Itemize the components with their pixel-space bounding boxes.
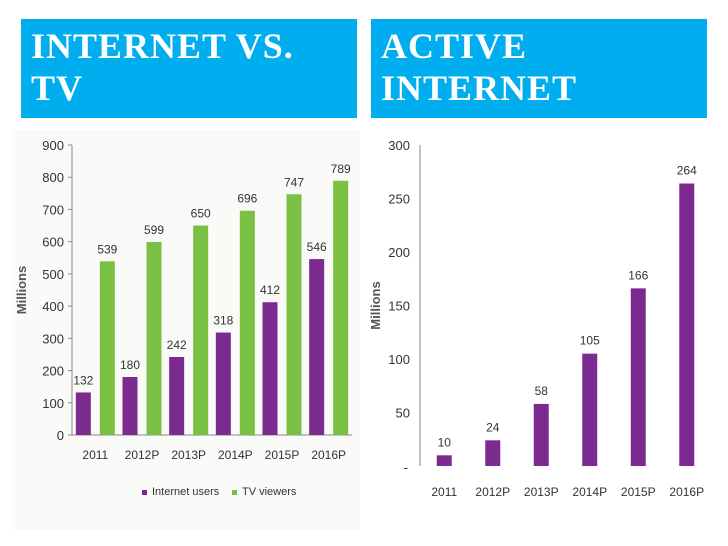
- bar-tv-viewers: [333, 180, 349, 435]
- bar-active-internet: [582, 353, 598, 466]
- bar-active-internet: [436, 455, 452, 466]
- chart-background: [12, 130, 360, 530]
- y-tick-label: 900: [42, 138, 64, 153]
- x-tick-label: 2013P: [524, 485, 559, 499]
- x-tick-label: 2015P: [265, 448, 300, 462]
- x-tick-label: 2015P: [621, 485, 656, 499]
- y-tick-label: 600: [42, 235, 64, 250]
- data-label: 412: [260, 283, 280, 297]
- bar-active-internet: [679, 183, 695, 466]
- x-tick-label: 2014P: [218, 448, 253, 462]
- legend-swatch-tv: [232, 490, 237, 495]
- banner-internet-vs-tv: INTERNET VS. TV: [21, 19, 357, 118]
- chart-active-internet: 50 100 150 200 250 300 - Millions 2011 10 2012P 24 2…: [368, 138, 704, 499]
- data-label: 747: [284, 175, 304, 189]
- y-tick-label: 250: [388, 192, 410, 207]
- bar-tv-viewers: [286, 194, 302, 435]
- y-tick-label: 500: [42, 267, 64, 282]
- banner-active-internet: ACTIVE INTERNET: [371, 19, 707, 118]
- bar-internet-users: [309, 259, 325, 435]
- bar-internet-users: [262, 302, 278, 435]
- legend-label-internet: Internet users: [152, 486, 220, 498]
- y-tick-label: 100: [42, 396, 64, 411]
- y-tick-label: 200: [42, 364, 64, 379]
- bar-internet-users: [75, 392, 91, 435]
- bar-internet-users: [169, 357, 185, 435]
- data-label: 650: [191, 207, 211, 221]
- x-tick-label: 2011: [82, 448, 108, 462]
- legend-label-tv: TV viewers: [242, 486, 297, 498]
- data-label: 599: [144, 223, 164, 237]
- data-label: 546: [307, 240, 327, 254]
- data-label: 132: [73, 373, 93, 387]
- x-tick-label: 2016P: [669, 485, 704, 499]
- y-tick-label: 300: [388, 138, 410, 153]
- bar-internet-users: [122, 377, 138, 435]
- data-label: 180: [120, 358, 140, 372]
- data-label: 10: [438, 435, 452, 449]
- bar-internet-users: [215, 332, 231, 435]
- x-tick-label: 2012P: [125, 448, 160, 462]
- y-tick-label: 50: [396, 406, 410, 421]
- bar-active-internet: [485, 440, 501, 466]
- y-tick-label: 100: [388, 352, 410, 367]
- data-label: 58: [535, 384, 549, 398]
- y-tick-label-bottom: -: [403, 459, 408, 475]
- data-label: 105: [580, 334, 600, 348]
- x-tick-label: 2011: [431, 485, 457, 499]
- bar-tv-viewers: [99, 261, 115, 435]
- y-tick-label: 800: [42, 170, 64, 185]
- bar-active-internet: [533, 403, 549, 466]
- data-label: 789: [331, 162, 351, 176]
- y-axis-label: Millions: [368, 281, 383, 329]
- data-label: 539: [97, 242, 117, 256]
- bar-tv-viewers: [146, 241, 162, 435]
- bar-active-internet: [630, 288, 646, 466]
- x-tick-label: 2012P: [475, 485, 510, 499]
- data-label: 264: [677, 164, 697, 178]
- y-axis-label: Millions: [14, 266, 29, 314]
- x-tick-label: 2013P: [171, 448, 206, 462]
- chart-internet-vs-tv: 0 100 200 300 400 500 600 700 800 900 Millions 2011…: [12, 130, 360, 530]
- y-tick-label: 700: [42, 202, 64, 217]
- data-label: 24: [486, 420, 500, 434]
- data-label: 318: [213, 314, 233, 328]
- y-tick-label: 300: [42, 331, 64, 346]
- x-tick-label: 2016P: [311, 448, 346, 462]
- data-label: 242: [167, 338, 187, 352]
- data-label: 166: [628, 268, 648, 282]
- y-tick-label: 0: [57, 428, 64, 443]
- y-tick-label: 150: [388, 299, 410, 314]
- y-tick-label: 200: [388, 245, 410, 260]
- x-tick-label: 2014P: [572, 485, 607, 499]
- legend-swatch-internet: [142, 490, 147, 495]
- bar-tv-viewers: [193, 225, 209, 435]
- y-tick-label: 400: [42, 299, 64, 314]
- bar-tv-viewers: [239, 210, 255, 435]
- data-label: 696: [237, 192, 257, 206]
